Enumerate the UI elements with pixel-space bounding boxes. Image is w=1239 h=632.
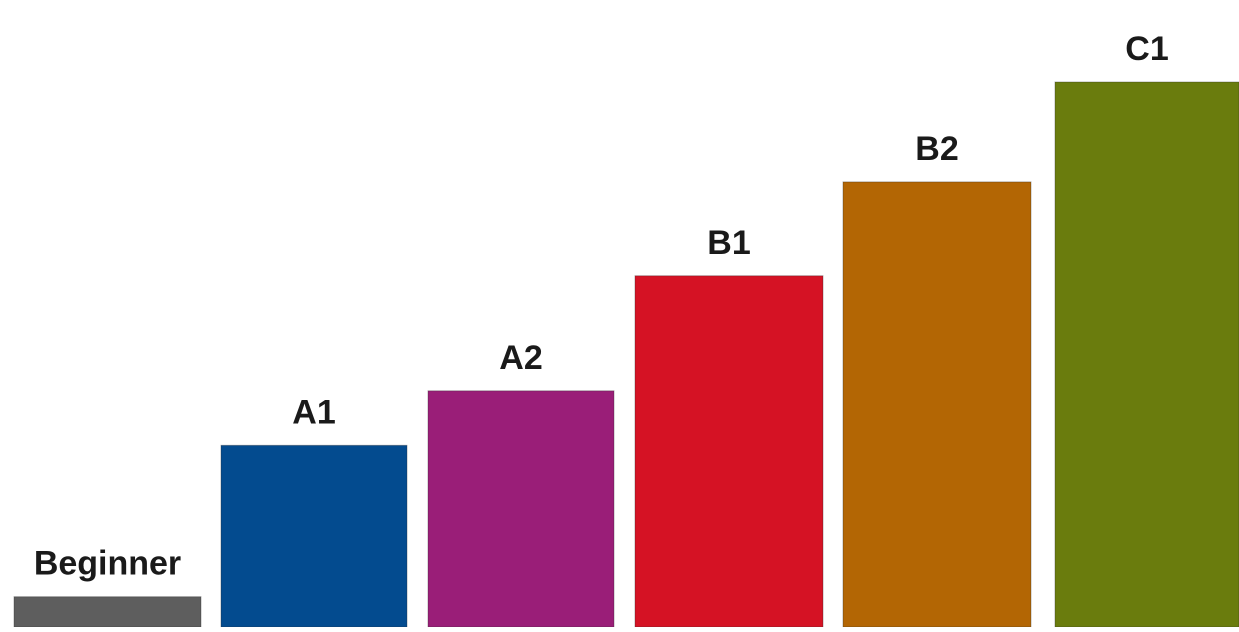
- bar-label-beginner: Beginner: [34, 545, 181, 583]
- bar-label-a2: A2: [499, 339, 542, 377]
- bar-label-b1: B1: [707, 224, 750, 262]
- bar-label-b2: B2: [915, 130, 958, 168]
- bar-label-a1: A1: [292, 393, 335, 431]
- bar-a1: [220, 444, 408, 628]
- bar-b2: [842, 181, 1032, 628]
- bar-c1: [1054, 81, 1239, 628]
- bar-label-c1: C1: [1125, 30, 1168, 68]
- bar-b1: [634, 275, 824, 628]
- bar-beginner: [13, 596, 202, 628]
- bar-a2: [427, 390, 615, 628]
